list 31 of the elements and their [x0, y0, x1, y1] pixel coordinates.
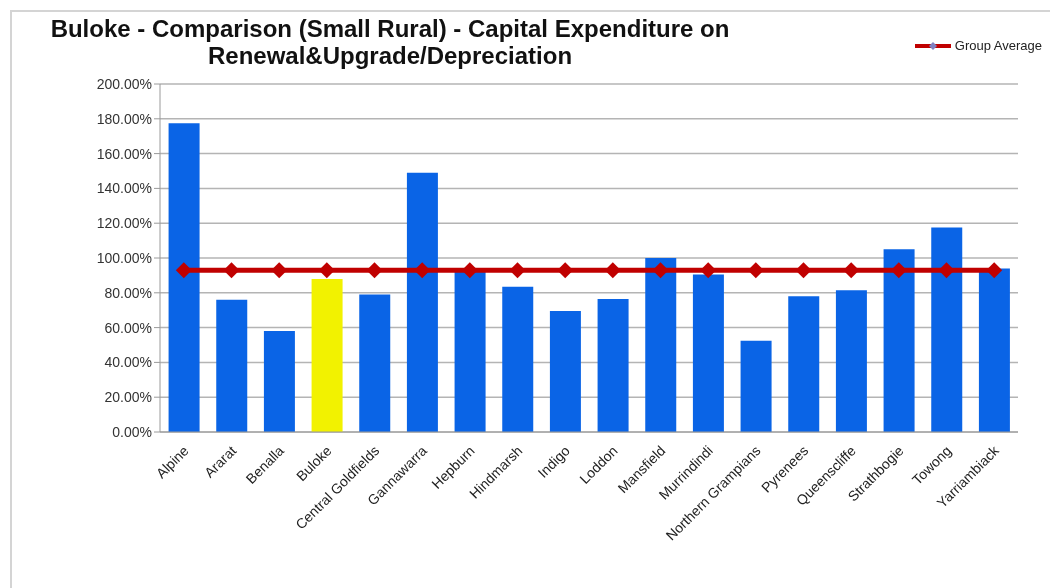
bar: [740, 340, 772, 432]
y-tick-label: 160.00%: [96, 145, 152, 162]
bar: [597, 298, 629, 432]
bar: [645, 258, 677, 432]
bar: [835, 290, 867, 432]
y-tick-label: 180.00%: [96, 110, 152, 127]
bar: [549, 311, 581, 432]
y-tick-label: 40.00%: [104, 354, 152, 371]
y-tick-label: 100.00%: [96, 249, 152, 266]
bar: [263, 331, 295, 432]
y-tick-label: 140.00%: [96, 180, 152, 197]
legend-label: Group Average: [954, 38, 1042, 53]
y-tick-label: 60.00%: [104, 319, 152, 336]
y-tick-label: 20.00%: [104, 389, 152, 406]
bar: [406, 172, 438, 432]
bar: [359, 294, 391, 432]
bar: [454, 271, 486, 432]
bar: [311, 278, 343, 432]
y-tick-label: 0.00%: [112, 423, 152, 440]
y-tick-label: 120.00%: [96, 215, 152, 232]
chart-title: Buloke - Comparison (Small Rural) - Capital Expenditure on Renewal&Upgrade/Depreciation: [50, 15, 730, 69]
bar: [788, 296, 820, 432]
bar: [978, 268, 1010, 432]
bar: [216, 299, 248, 432]
bar: [168, 123, 200, 432]
bar: [883, 249, 915, 432]
bar: [692, 274, 724, 432]
bar: [502, 286, 534, 432]
bar: [931, 227, 963, 432]
y-tick-label: 80.00%: [104, 284, 152, 301]
y-tick-label: 200.00%: [96, 75, 152, 92]
